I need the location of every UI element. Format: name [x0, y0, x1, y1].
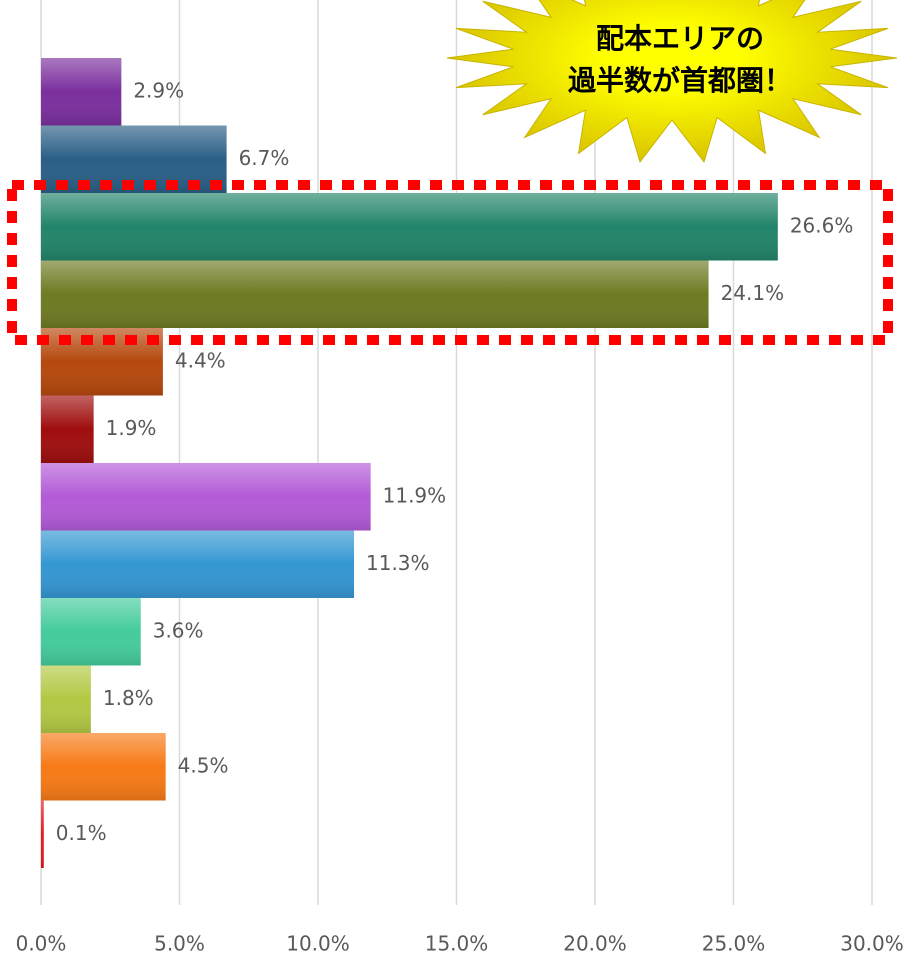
value-label: 4.5% [178, 753, 229, 777]
bar-shine [41, 665, 91, 733]
highlight-box [7, 180, 893, 345]
value-label: 24.1% [721, 281, 785, 305]
annotation: 配本エリアの [596, 22, 764, 55]
value-label: 3.6% [153, 618, 204, 642]
x-tick-label: 5.0% [154, 932, 205, 956]
value-label: 11.9% [383, 483, 447, 507]
x-tick-label: 15.0% [425, 932, 489, 956]
bar-shine [41, 193, 778, 261]
bar-shine [41, 58, 122, 126]
bar-shine [41, 395, 94, 463]
value-label: 6.7% [239, 146, 290, 170]
x-tick-label: 0.0% [16, 932, 67, 956]
value-label: 2.9% [133, 78, 184, 102]
bar-shine [41, 598, 141, 666]
x-tick-label: 30.0% [840, 932, 904, 956]
value-label: 26.6% [790, 213, 854, 237]
bar-shine [41, 733, 166, 801]
starburst [446, 0, 898, 163]
bar-shine [41, 463, 371, 531]
x-tick-label: 10.0% [286, 932, 350, 956]
annotation: 過半数が首都圏！ [568, 64, 792, 97]
bar-shine [41, 530, 355, 598]
value-label: 1.8% [103, 686, 154, 710]
value-label: 1.9% [106, 416, 157, 440]
x-tick-label: 20.0% [563, 932, 627, 956]
value-label: 0.1% [56, 821, 107, 845]
x-tick-label: 25.0% [702, 932, 766, 956]
bar-shine [41, 800, 44, 868]
value-label: 11.3% [366, 551, 430, 575]
value-label: 4.4% [175, 348, 226, 372]
bar-shine [41, 260, 709, 328]
